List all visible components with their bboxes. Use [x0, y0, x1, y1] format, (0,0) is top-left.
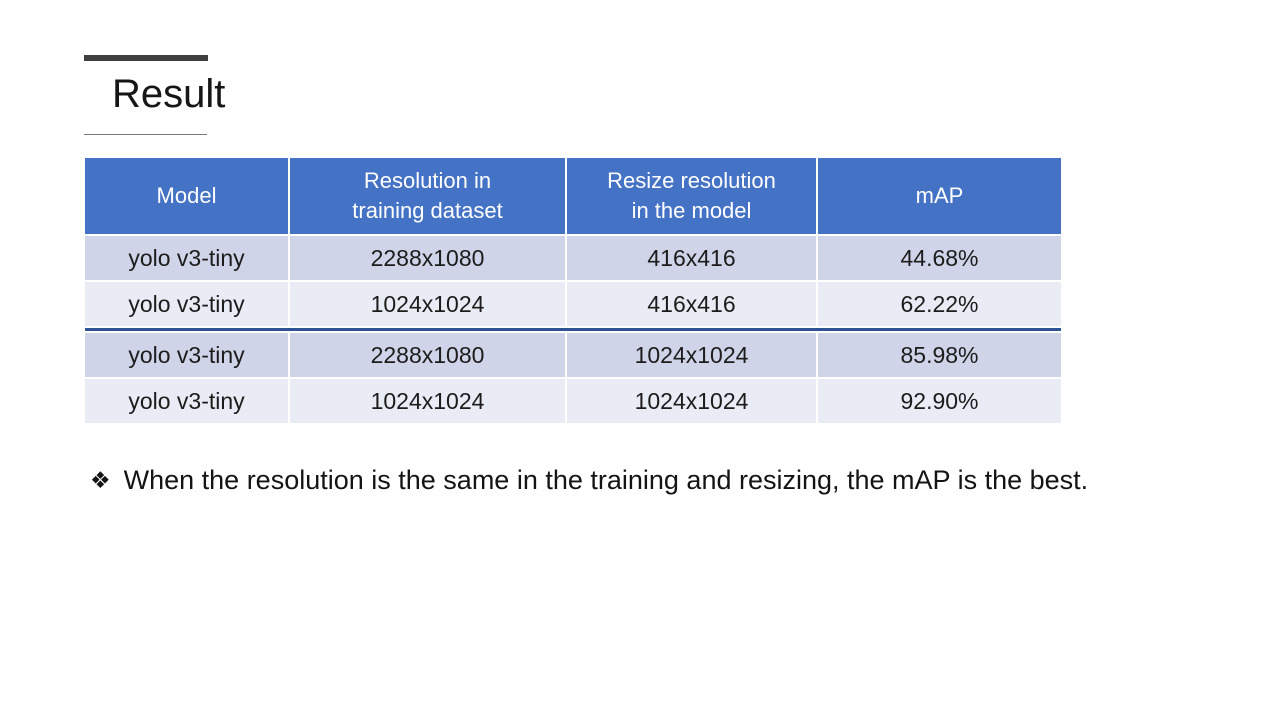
emphasis-divider: [85, 328, 1061, 331]
cell-row2-model: yolo v3-tiny: [85, 282, 288, 326]
column-header-resize-resolution: Resize resolution in the model: [567, 158, 816, 234]
conclusion-text: When the resolution is the same in the t…: [123, 465, 1089, 495]
title-underline: [84, 134, 207, 135]
cell-row1-training: 2288x1080: [290, 236, 565, 280]
cell-row4-map: 92.90%: [818, 379, 1061, 423]
column-header-map: mAP: [818, 158, 1061, 234]
cell-row2-resize: 416x416: [567, 282, 816, 326]
cell-row2-map: 62.22%: [818, 282, 1061, 326]
title-accent-bar: [84, 55, 208, 61]
cell-row1-resize: 416x416: [567, 236, 816, 280]
column-header-model: Model: [85, 158, 288, 234]
cell-row1-map: 44.68%: [818, 236, 1061, 280]
cell-row3-map: 85.98%: [818, 333, 1061, 377]
results-table: Model Resolution in training dataset Res…: [85, 158, 1061, 423]
diamond-bullet-icon: ❖: [90, 467, 111, 493]
cell-row3-resize: 1024x1024: [567, 333, 816, 377]
cell-row4-resize: 1024x1024: [567, 379, 816, 423]
page-title: Result: [112, 72, 226, 116]
cell-row2-training: 1024x1024: [290, 282, 565, 326]
cell-row4-training: 1024x1024: [290, 379, 565, 423]
column-header-training-resolution: Resolution in training dataset: [290, 158, 565, 234]
conclusion-bullet: ❖ When the resolution is the same in the…: [90, 458, 1134, 502]
cell-row4-model: yolo v3-tiny: [85, 379, 288, 423]
cell-row3-model: yolo v3-tiny: [85, 333, 288, 377]
cell-row1-model: yolo v3-tiny: [85, 236, 288, 280]
cell-row3-training: 2288x1080: [290, 333, 565, 377]
